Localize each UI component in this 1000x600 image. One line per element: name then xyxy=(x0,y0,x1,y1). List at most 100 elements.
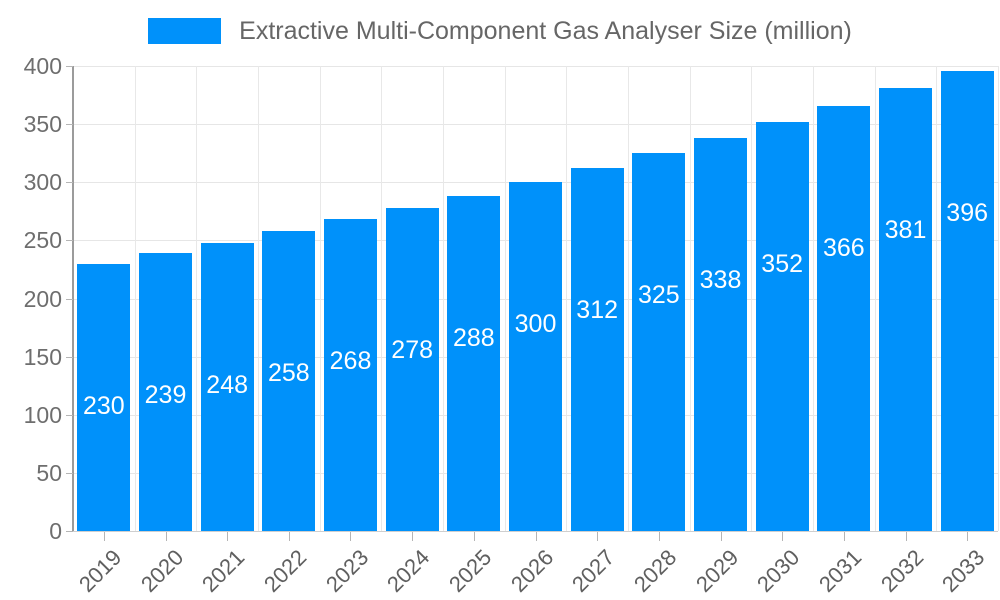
bar-value-label: 325 xyxy=(637,281,680,310)
y-axis-tick-label: 300 xyxy=(23,169,62,196)
x-axis-tick-mark xyxy=(659,532,660,541)
x-axis-tick-label: 2019 xyxy=(73,544,127,597)
bar[interactable]: 230 xyxy=(77,263,131,531)
x-gridline xyxy=(690,66,691,531)
y-axis-tick-mark xyxy=(66,531,73,532)
legend-label: Extractive Multi-Component Gas Analyser … xyxy=(239,16,852,45)
bar[interactable]: 381 xyxy=(879,88,932,531)
bar[interactable]: 325 xyxy=(632,153,686,531)
bar[interactable]: 248 xyxy=(200,242,254,531)
x-axis-tick-label: 2023 xyxy=(320,544,373,597)
x-axis-baseline xyxy=(73,531,998,532)
x-axis-tick-mark xyxy=(906,532,907,541)
bar-value-label: 312 xyxy=(576,296,619,325)
x-axis-tick-label: 2029 xyxy=(690,544,743,597)
x-gridline xyxy=(566,66,567,531)
x-gridline xyxy=(998,66,999,531)
x-gridline xyxy=(505,66,506,531)
plot-area: 230 239 248 258 268 278 288 300 312 325 338 352 366 3… xyxy=(73,66,999,532)
bar-value-label: 248 xyxy=(206,370,249,399)
x-axis-tick-label: 2024 xyxy=(382,544,435,597)
x-axis-tick-label: 2027 xyxy=(567,544,620,597)
bar[interactable]: 258 xyxy=(262,231,316,531)
y-gridline xyxy=(73,124,998,126)
x-axis-tick-mark xyxy=(782,532,783,541)
bar-value-label: 268 xyxy=(329,347,372,376)
bar-value-label: 239 xyxy=(144,381,187,410)
y-axis-tick-mark xyxy=(66,124,73,126)
x-gridline xyxy=(813,66,814,531)
bar[interactable]: 396 xyxy=(940,70,994,531)
x-axis-tick-mark xyxy=(166,532,167,541)
x-axis-tick-mark xyxy=(967,532,968,541)
x-axis-tick-label: 2025 xyxy=(443,544,497,597)
bar-value-label: 278 xyxy=(391,335,434,364)
x-axis-tick-mark xyxy=(474,532,475,541)
bar-value-label: 352 xyxy=(761,249,804,278)
x-axis-tick-mark xyxy=(289,532,290,541)
y-axis-spine xyxy=(72,66,74,532)
bar-value-label: 230 xyxy=(82,391,125,420)
x-axis-tick-label: 2028 xyxy=(628,544,682,597)
bar-value-label: 381 xyxy=(884,216,927,245)
y-axis-tick-label: 50 xyxy=(36,459,62,486)
x-axis-tick-label: 2022 xyxy=(258,544,312,597)
y-axis-tick-mark xyxy=(66,356,73,358)
y-axis-tick-label: 0 xyxy=(49,518,62,544)
bar[interactable]: 338 xyxy=(694,138,747,531)
x-axis-tick-label: 2033 xyxy=(937,544,990,597)
x-axis-tick-label: 2031 xyxy=(813,544,867,597)
bar-value-label: 288 xyxy=(452,324,495,353)
y-axis-tick-label: 250 xyxy=(23,227,62,254)
x-gridline xyxy=(381,66,382,531)
bar[interactable]: 352 xyxy=(755,121,809,531)
bar-value-label: 338 xyxy=(699,266,742,295)
bar[interactable]: 288 xyxy=(447,196,501,531)
x-axis-tick-label: 2020 xyxy=(135,544,188,597)
x-axis-tick-mark xyxy=(597,532,598,541)
x-axis-tick-mark xyxy=(104,532,105,541)
x-gridline xyxy=(196,66,197,531)
y-axis-tick-mark xyxy=(66,66,73,67)
x-axis-tick-mark xyxy=(844,532,845,541)
x-gridline xyxy=(258,66,259,531)
legend-color-swatch xyxy=(148,18,222,44)
y-axis-tick-mark xyxy=(66,182,73,184)
y-axis-tick-label: 100 xyxy=(23,401,62,428)
y-axis-tick-mark xyxy=(66,472,73,474)
x-axis-tick-mark xyxy=(721,532,722,541)
y-axis-tick-mark xyxy=(66,240,73,242)
y-axis-tick-label: 350 xyxy=(23,111,62,138)
y-axis-tick-label: 150 xyxy=(23,343,62,370)
x-gridline xyxy=(628,66,629,531)
y-axis-tick-mark xyxy=(66,298,73,300)
chart-legend: Extractive Multi-Component Gas Analyser … xyxy=(0,12,1000,50)
bar[interactable]: 366 xyxy=(817,105,871,531)
y-axis-tick-mark xyxy=(66,414,73,416)
x-axis-tick-label: 2021 xyxy=(197,544,250,597)
x-axis-tick-mark xyxy=(227,532,228,541)
x-gridline xyxy=(320,66,321,531)
bar[interactable]: 300 xyxy=(509,182,562,531)
x-axis-tick-mark xyxy=(350,532,351,541)
bar-value-label: 366 xyxy=(822,233,865,262)
x-gridline xyxy=(875,66,876,531)
bar[interactable]: 312 xyxy=(570,168,624,531)
bar[interactable]: 239 xyxy=(139,253,192,531)
bar-value-label: 300 xyxy=(514,310,557,339)
x-axis-tick-label: 2030 xyxy=(752,544,805,597)
y-gridline xyxy=(73,66,998,67)
x-gridline xyxy=(135,66,136,531)
y-axis-tick-label: 400 xyxy=(23,53,62,79)
x-axis-tick-mark xyxy=(536,532,537,541)
x-gridline xyxy=(751,66,752,531)
bar-value-label: 396 xyxy=(946,198,989,227)
bar[interactable]: 278 xyxy=(385,207,439,531)
bar[interactable]: 268 xyxy=(324,219,377,531)
x-gridline xyxy=(936,66,937,531)
x-axis-tick-label: 2032 xyxy=(875,544,928,597)
y-axis-tick-label: 200 xyxy=(23,285,62,312)
x-axis-tick-mark xyxy=(412,532,413,541)
bar-value-label: 258 xyxy=(267,359,310,388)
